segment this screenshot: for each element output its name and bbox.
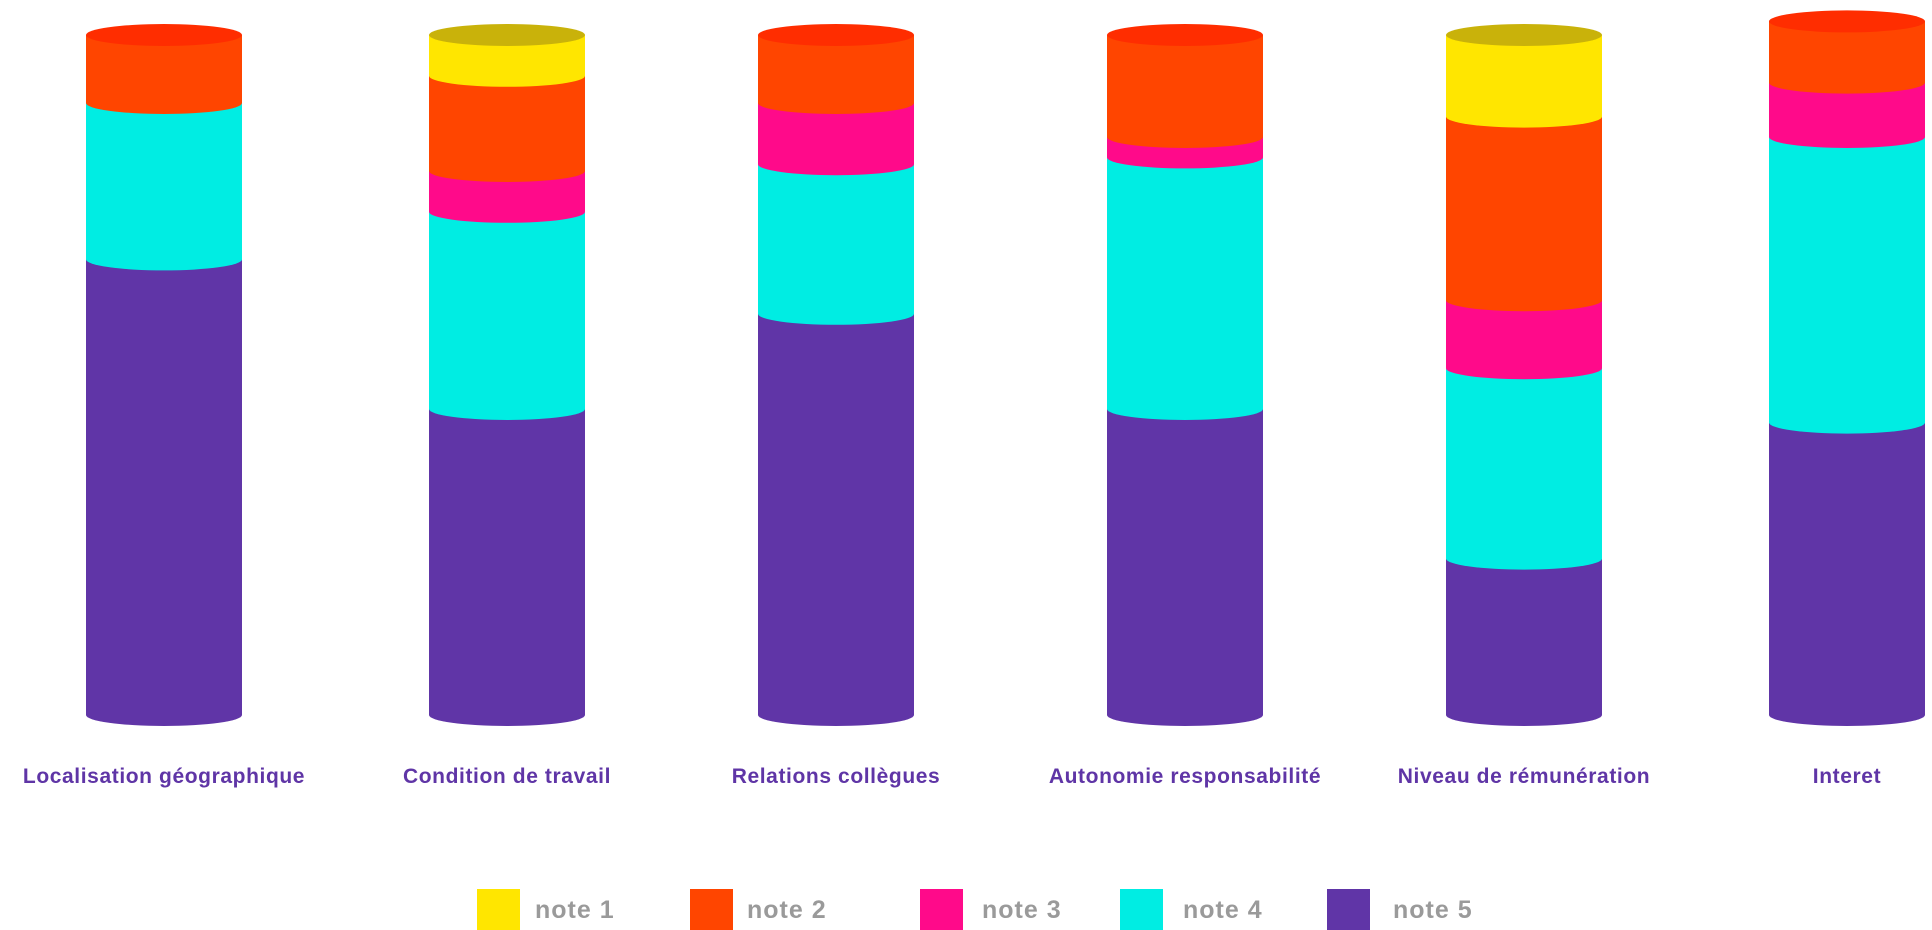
legend: note 1 note 2 note 3 note 4 note 5	[477, 889, 1473, 930]
segment-body-note-4-relations-collegues	[758, 164, 914, 325]
bars-group	[86, 10, 1925, 726]
segment-note-2-localisation-geographique	[86, 35, 242, 114]
category-label-niveau-de-remuneration: Niveau de rémunération	[1398, 765, 1650, 788]
segment-body-note-5-niveau-de-remuneration	[1446, 558, 1602, 726]
legend-label-note-3: note 3	[982, 896, 1062, 924]
segment-note-4-condition-de-travail	[429, 211, 585, 420]
segment-note-5-niveau-de-remuneration	[1446, 558, 1602, 726]
category-label-relations-collegues: Relations collègues	[732, 765, 941, 788]
segment-body-note-5-interet	[1769, 422, 1925, 726]
top-cap-localisation-geographique	[86, 24, 242, 46]
segment-body-note-4-localisation-geographique	[86, 103, 242, 271]
segment-note-5-interet	[1769, 422, 1925, 726]
segment-note-4-interet	[1769, 137, 1925, 434]
segment-note-2-niveau-de-remuneration	[1446, 116, 1602, 312]
segment-body-note-5-autonomie-responsabilite	[1107, 409, 1263, 726]
segment-body-note-5-condition-de-travail	[429, 409, 585, 726]
segment-note-2-autonomie-responsabilite	[1107, 35, 1263, 148]
category-label-autonomie-responsabilite: Autonomie responsabilité	[1049, 765, 1321, 788]
segment-note-4-autonomie-responsabilite	[1107, 157, 1263, 420]
bar-niveau-de-remuneration	[1446, 24, 1602, 726]
segment-body-note-1-condition-de-travail	[429, 35, 585, 87]
category-label-interet: Interet	[1813, 765, 1881, 788]
segment-note-5-autonomie-responsabilite	[1107, 409, 1263, 726]
legend-item-note-3: note 3	[920, 889, 1062, 930]
segment-body-note-4-interet	[1769, 137, 1925, 434]
segment-body-note-3-condition-de-travail	[429, 171, 585, 223]
category-labels: Localisation géographique Condition de tr…	[23, 765, 1881, 788]
segment-note-1-niveau-de-remuneration	[1446, 35, 1602, 128]
category-label-localisation-geographique: Localisation géographique	[23, 765, 305, 788]
segment-note-2-interet	[1769, 21, 1925, 94]
segment-body-note-4-condition-de-travail	[429, 211, 585, 420]
legend-swatch-note-5	[1327, 889, 1370, 930]
segment-body-note-2-interet	[1769, 21, 1925, 94]
segment-body-note-3-relations-collegues	[758, 103, 914, 176]
segment-note-5-relations-collegues	[758, 313, 914, 726]
bar-autonomie-responsabilite	[1107, 24, 1263, 726]
legend-swatch-note-4	[1120, 889, 1163, 930]
segment-note-2-condition-de-travail	[429, 75, 585, 182]
top-cap-autonomie-responsabilite	[1107, 24, 1263, 46]
legend-label-note-1: note 1	[535, 896, 615, 924]
segment-body-note-4-autonomie-responsabilite	[1107, 157, 1263, 420]
segment-body-note-2-condition-de-travail	[429, 75, 585, 182]
top-cap-niveau-de-remuneration	[1446, 24, 1602, 46]
legend-swatch-note-1	[477, 889, 520, 930]
segment-note-2-relations-collegues	[758, 35, 914, 114]
legend-item-note-1: note 1	[477, 889, 615, 930]
top-cap-condition-de-travail	[429, 24, 585, 46]
legend-item-note-5: note 5	[1327, 889, 1473, 930]
segment-body-note-2-autonomie-responsabilite	[1107, 35, 1263, 148]
segment-body-note-2-relations-collegues	[758, 35, 914, 114]
segment-note-1-condition-de-travail	[429, 35, 585, 87]
segment-body-note-3-niveau-de-remuneration	[1446, 300, 1602, 380]
bar-localisation-geographique	[86, 24, 242, 726]
legend-swatch-note-2	[690, 889, 733, 930]
legend-swatch-note-3	[920, 889, 963, 930]
segment-body-note-3-interet	[1769, 82, 1925, 148]
legend-label-note-4: note 4	[1183, 896, 1263, 924]
segment-note-3-relations-collegues	[758, 103, 914, 176]
legend-label-note-2: note 2	[747, 896, 827, 924]
segment-body-note-5-relations-collegues	[758, 313, 914, 726]
segment-note-3-niveau-de-remuneration	[1446, 300, 1602, 380]
top-cap-relations-collegues	[758, 24, 914, 46]
segment-body-note-4-niveau-de-remuneration	[1446, 368, 1602, 570]
segment-body-note-5-localisation-geographique	[86, 259, 242, 726]
bar-relations-collegues	[758, 24, 914, 726]
segment-note-4-relations-collegues	[758, 164, 914, 325]
legend-label-note-5: note 5	[1393, 896, 1473, 924]
legend-item-note-4: note 4	[1120, 889, 1263, 930]
segment-body-note-2-localisation-geographique	[86, 35, 242, 114]
segment-note-3-interet	[1769, 82, 1925, 148]
legend-item-note-2: note 2	[690, 889, 827, 930]
bar-condition-de-travail	[429, 24, 585, 726]
segment-note-5-condition-de-travail	[429, 409, 585, 726]
category-label-condition-de-travail: Condition de travail	[403, 765, 611, 788]
bar-interet	[1769, 10, 1925, 726]
segment-note-4-niveau-de-remuneration	[1446, 368, 1602, 570]
segment-body-note-2-niveau-de-remuneration	[1446, 116, 1602, 312]
segment-note-5-localisation-geographique	[86, 259, 242, 726]
segment-note-3-condition-de-travail	[429, 171, 585, 223]
segment-body-note-1-niveau-de-remuneration	[1446, 35, 1602, 128]
top-cap-interet	[1769, 10, 1925, 33]
segment-note-4-localisation-geographique	[86, 103, 242, 271]
